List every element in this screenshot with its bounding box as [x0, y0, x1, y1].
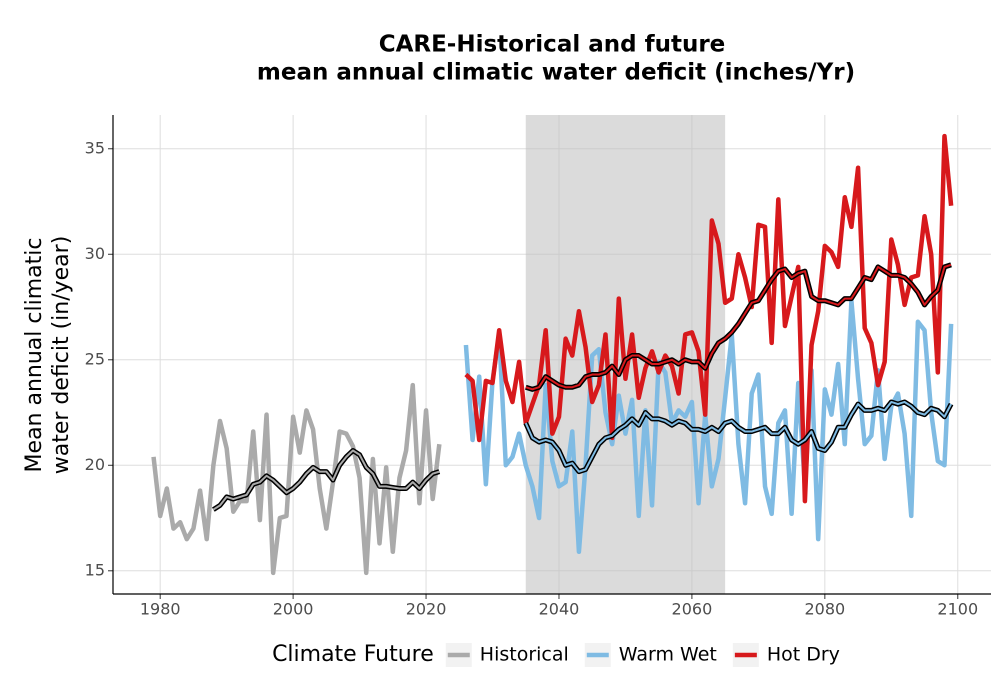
- y-tick-label: 35: [85, 138, 105, 157]
- legend-title: Climate Future: [272, 642, 434, 667]
- x-tick-label: 2060: [672, 600, 713, 619]
- x-tick-label: 2000: [273, 600, 314, 619]
- chart-title: mean annual climatic water deficit (inch…: [257, 60, 855, 86]
- legend-label: Historical: [480, 644, 569, 666]
- y-tick-label: 25: [85, 349, 105, 368]
- data-line: [463, 298, 954, 555]
- legend-label: Hot Dry: [767, 644, 840, 666]
- y-tick-label: 15: [85, 560, 105, 579]
- legend: Climate Future Historical Warm Wet Hot Dry: [272, 642, 840, 667]
- smooth-line: [525, 263, 952, 391]
- x-tick-label: 2040: [539, 600, 580, 619]
- y-tick-label: 30: [85, 244, 105, 263]
- smooth-line: [212, 449, 440, 511]
- x-tick-label: 2100: [937, 600, 978, 619]
- y-axis-title: Mean annual climatic: [22, 238, 47, 473]
- data-line: [464, 133, 954, 504]
- x-tick-label: 1980: [140, 600, 181, 619]
- x-tick-label: 2080: [804, 600, 845, 619]
- y-tick-label: 20: [85, 455, 105, 474]
- chart-title: CARE-Historical and future: [379, 32, 726, 58]
- smooth-line: [524, 400, 953, 473]
- data-line: [151, 382, 442, 576]
- x-tick-label: 2020: [406, 600, 447, 619]
- legend-label: Warm Wet: [619, 644, 717, 666]
- y-axis-title: water deficit (in/year): [49, 236, 74, 475]
